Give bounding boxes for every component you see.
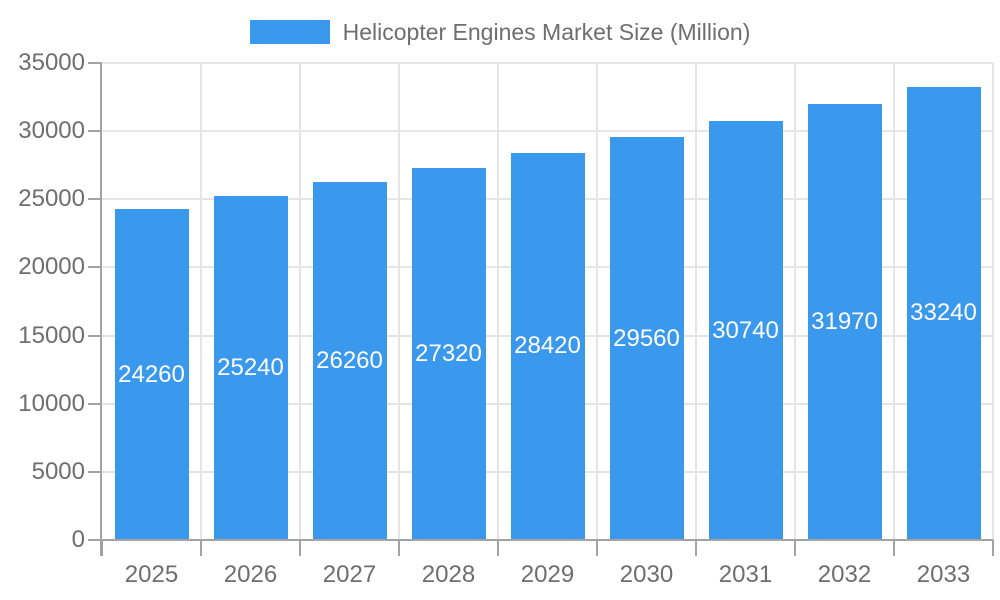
x-axis-tick-label: 2033 <box>916 561 971 588</box>
y-axis-tick-label: 35000 <box>18 49 85 76</box>
x-axis-tick <box>200 540 202 556</box>
y-axis-tick <box>88 470 102 473</box>
x-axis-tick <box>596 540 598 556</box>
bar-2027[interactable] <box>312 182 387 540</box>
x-axis-tick <box>101 540 103 556</box>
y-axis-tick <box>88 62 102 64</box>
x-gridline <box>299 63 301 540</box>
bar-2033[interactable] <box>906 87 981 540</box>
y-axis-tick-label: 30000 <box>18 117 85 145</box>
y-axis-tick-label: 25000 <box>18 185 85 213</box>
bar-2025[interactable] <box>114 209 189 540</box>
y-axis-tick <box>88 130 102 133</box>
x-axis-tick-label: 2030 <box>619 561 674 588</box>
y-axis-tick-label: 10000 <box>18 389 85 417</box>
bar-2029[interactable] <box>510 152 585 540</box>
x-axis-tick-label: 2032 <box>817 561 872 588</box>
y-axis-line <box>100 63 102 556</box>
x-axis-tick-label: 2026 <box>223 561 278 588</box>
x-axis-tick-label: 2031 <box>718 561 773 588</box>
x-gridline <box>398 63 400 540</box>
x-gridline <box>794 63 796 540</box>
x-gridline <box>992 63 994 540</box>
x-gridline <box>695 63 697 540</box>
y-axis-tick <box>88 198 102 201</box>
y-axis-tick-label: 5000 <box>31 457 85 485</box>
legend[interactable]: Helicopter Engines Market Size (Million) <box>0 19 1000 45</box>
x-axis-tick <box>893 540 895 556</box>
x-axis-tick <box>992 540 994 556</box>
legend-swatch <box>249 20 330 44</box>
y-axis-tick <box>88 266 102 269</box>
y-gridline <box>102 130 993 133</box>
x-axis-tick-label: 2028 <box>421 561 476 588</box>
plot-area: 24260 25240 26260 27320 28420 29560 30740 31970… <box>102 62 994 540</box>
x-axis-tick-label: 2027 <box>322 561 377 588</box>
y-axis-tick <box>88 334 102 337</box>
x-axis-tick <box>299 540 301 556</box>
bar-2026[interactable] <box>213 196 288 540</box>
bar-2030[interactable] <box>609 137 684 540</box>
x-axis-tick <box>497 540 499 556</box>
x-gridline <box>497 63 499 540</box>
x-gridline <box>893 63 895 540</box>
x-gridline <box>596 63 598 540</box>
y-axis-tick-label: 0 <box>71 526 85 553</box>
x-gridline <box>200 63 202 540</box>
y-axis-tick-label: 20000 <box>18 253 85 281</box>
x-axis-line <box>100 539 993 541</box>
x-axis-tick-label: 2025 <box>124 561 179 588</box>
x-axis-tick <box>695 540 697 556</box>
bar-2028[interactable] <box>411 167 486 540</box>
x-axis-tick <box>398 540 400 556</box>
bar-2032[interactable] <box>807 104 882 540</box>
x-axis-tick-label: 2029 <box>520 561 575 588</box>
y-axis-tick-label: 15000 <box>18 321 85 349</box>
bar-2031[interactable] <box>708 121 783 540</box>
y-axis-tick <box>88 539 102 541</box>
y-axis-tick <box>88 402 102 405</box>
x-axis-tick <box>794 540 796 556</box>
legend-label: Helicopter Engines Market Size (Million) <box>342 19 751 45</box>
y-gridline <box>102 62 993 64</box>
